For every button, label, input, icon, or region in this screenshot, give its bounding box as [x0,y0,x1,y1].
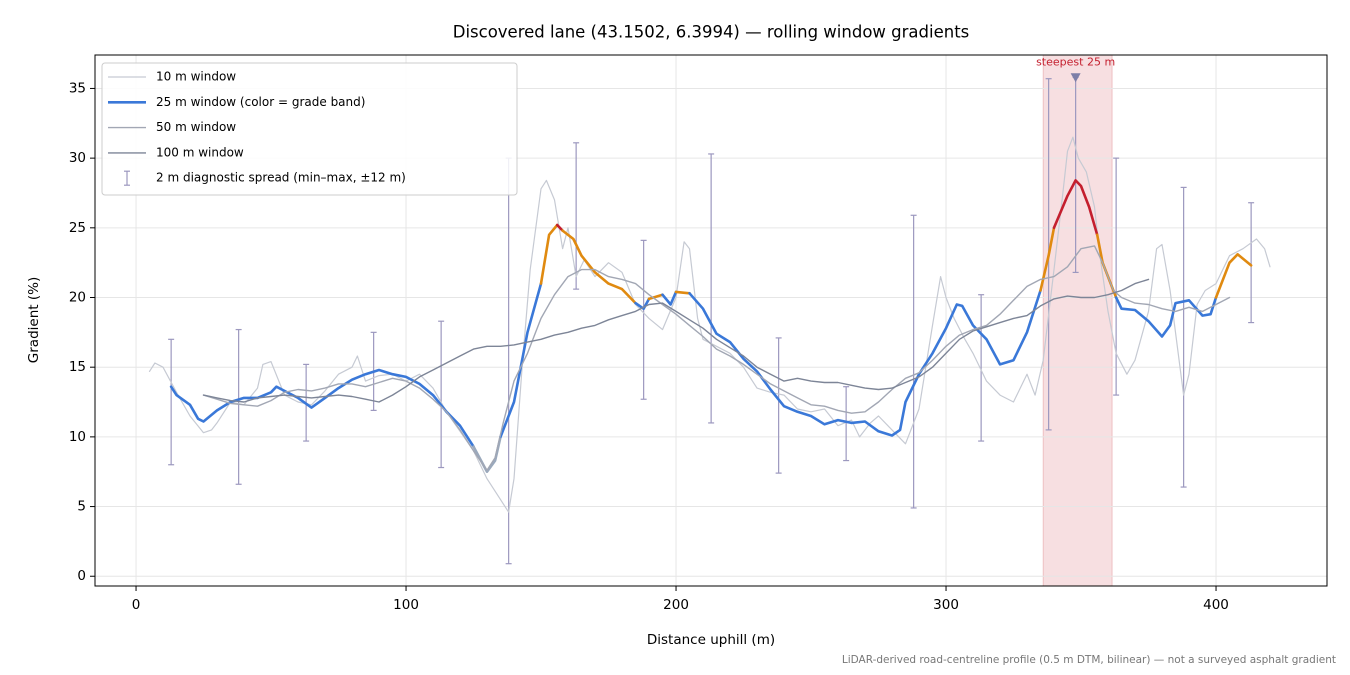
footnote: LiDAR-derived road-centreline profile (0… [842,654,1336,666]
y-tick-label: 25 [69,220,86,236]
x-tick-label: 300 [933,597,959,613]
x-axis-label: Distance uphill (m) [647,632,775,648]
plot-frame [94,54,1328,587]
y-tick-label: 0 [77,568,86,584]
error-bar [910,214,917,509]
line [539,223,559,285]
error-bar [573,142,580,290]
y-tick-label: 5 [77,499,86,515]
legend-label: 50 m window [156,120,236,134]
y-tick-label: 10 [69,429,86,445]
legend-label: 2 m diagnostic spread (min–max, ±12 m) [156,171,406,185]
line [647,293,664,301]
error-bar [1113,157,1120,396]
error-bar [168,338,175,466]
x-tick-label: 200 [663,597,689,613]
error-bar [505,157,512,565]
error-bar [843,386,850,462]
line [202,278,1150,403]
y-tick-label: 20 [69,290,86,306]
error-bar [708,153,715,424]
error-bar [978,294,985,442]
error-bar [235,328,242,485]
line [661,290,678,306]
x-tick-label: 100 [393,597,419,613]
line [634,297,651,310]
legend: 10 m window 25 m window (color = grade ba… [101,62,518,196]
highlight-span [1042,54,1113,587]
legend-label: 10 m window [156,70,236,84]
line [674,290,691,295]
line [561,229,637,305]
line [499,282,543,439]
line [148,136,1271,513]
legend-label: 25 m window (color = grade band) [156,95,365,109]
x-tick-label: 0 [132,597,141,613]
line [202,245,1231,471]
y-tick-label: 30 [69,150,86,166]
x-tick-label: 400 [1203,597,1229,613]
line [1052,179,1099,237]
line [169,368,475,448]
error-bar [1248,202,1255,324]
line [1214,253,1253,299]
error-bar [1180,186,1187,488]
y-tick-label: 15 [69,359,86,375]
line [1114,296,1218,338]
error-bar [775,337,782,474]
annotation-text: steepest 25 m [1036,55,1115,68]
legend-label: 100 m window [156,145,244,159]
y-tick-label: 35 [69,80,86,96]
y-axis-label: Gradient (%) [26,277,42,363]
annotation-marker [1070,73,1081,83]
error-bar [438,320,445,469]
error-bar [640,239,647,400]
chart-title: Discovered lane (43.1502, 6.3994) — roll… [453,23,970,42]
legend-box [101,62,518,196]
